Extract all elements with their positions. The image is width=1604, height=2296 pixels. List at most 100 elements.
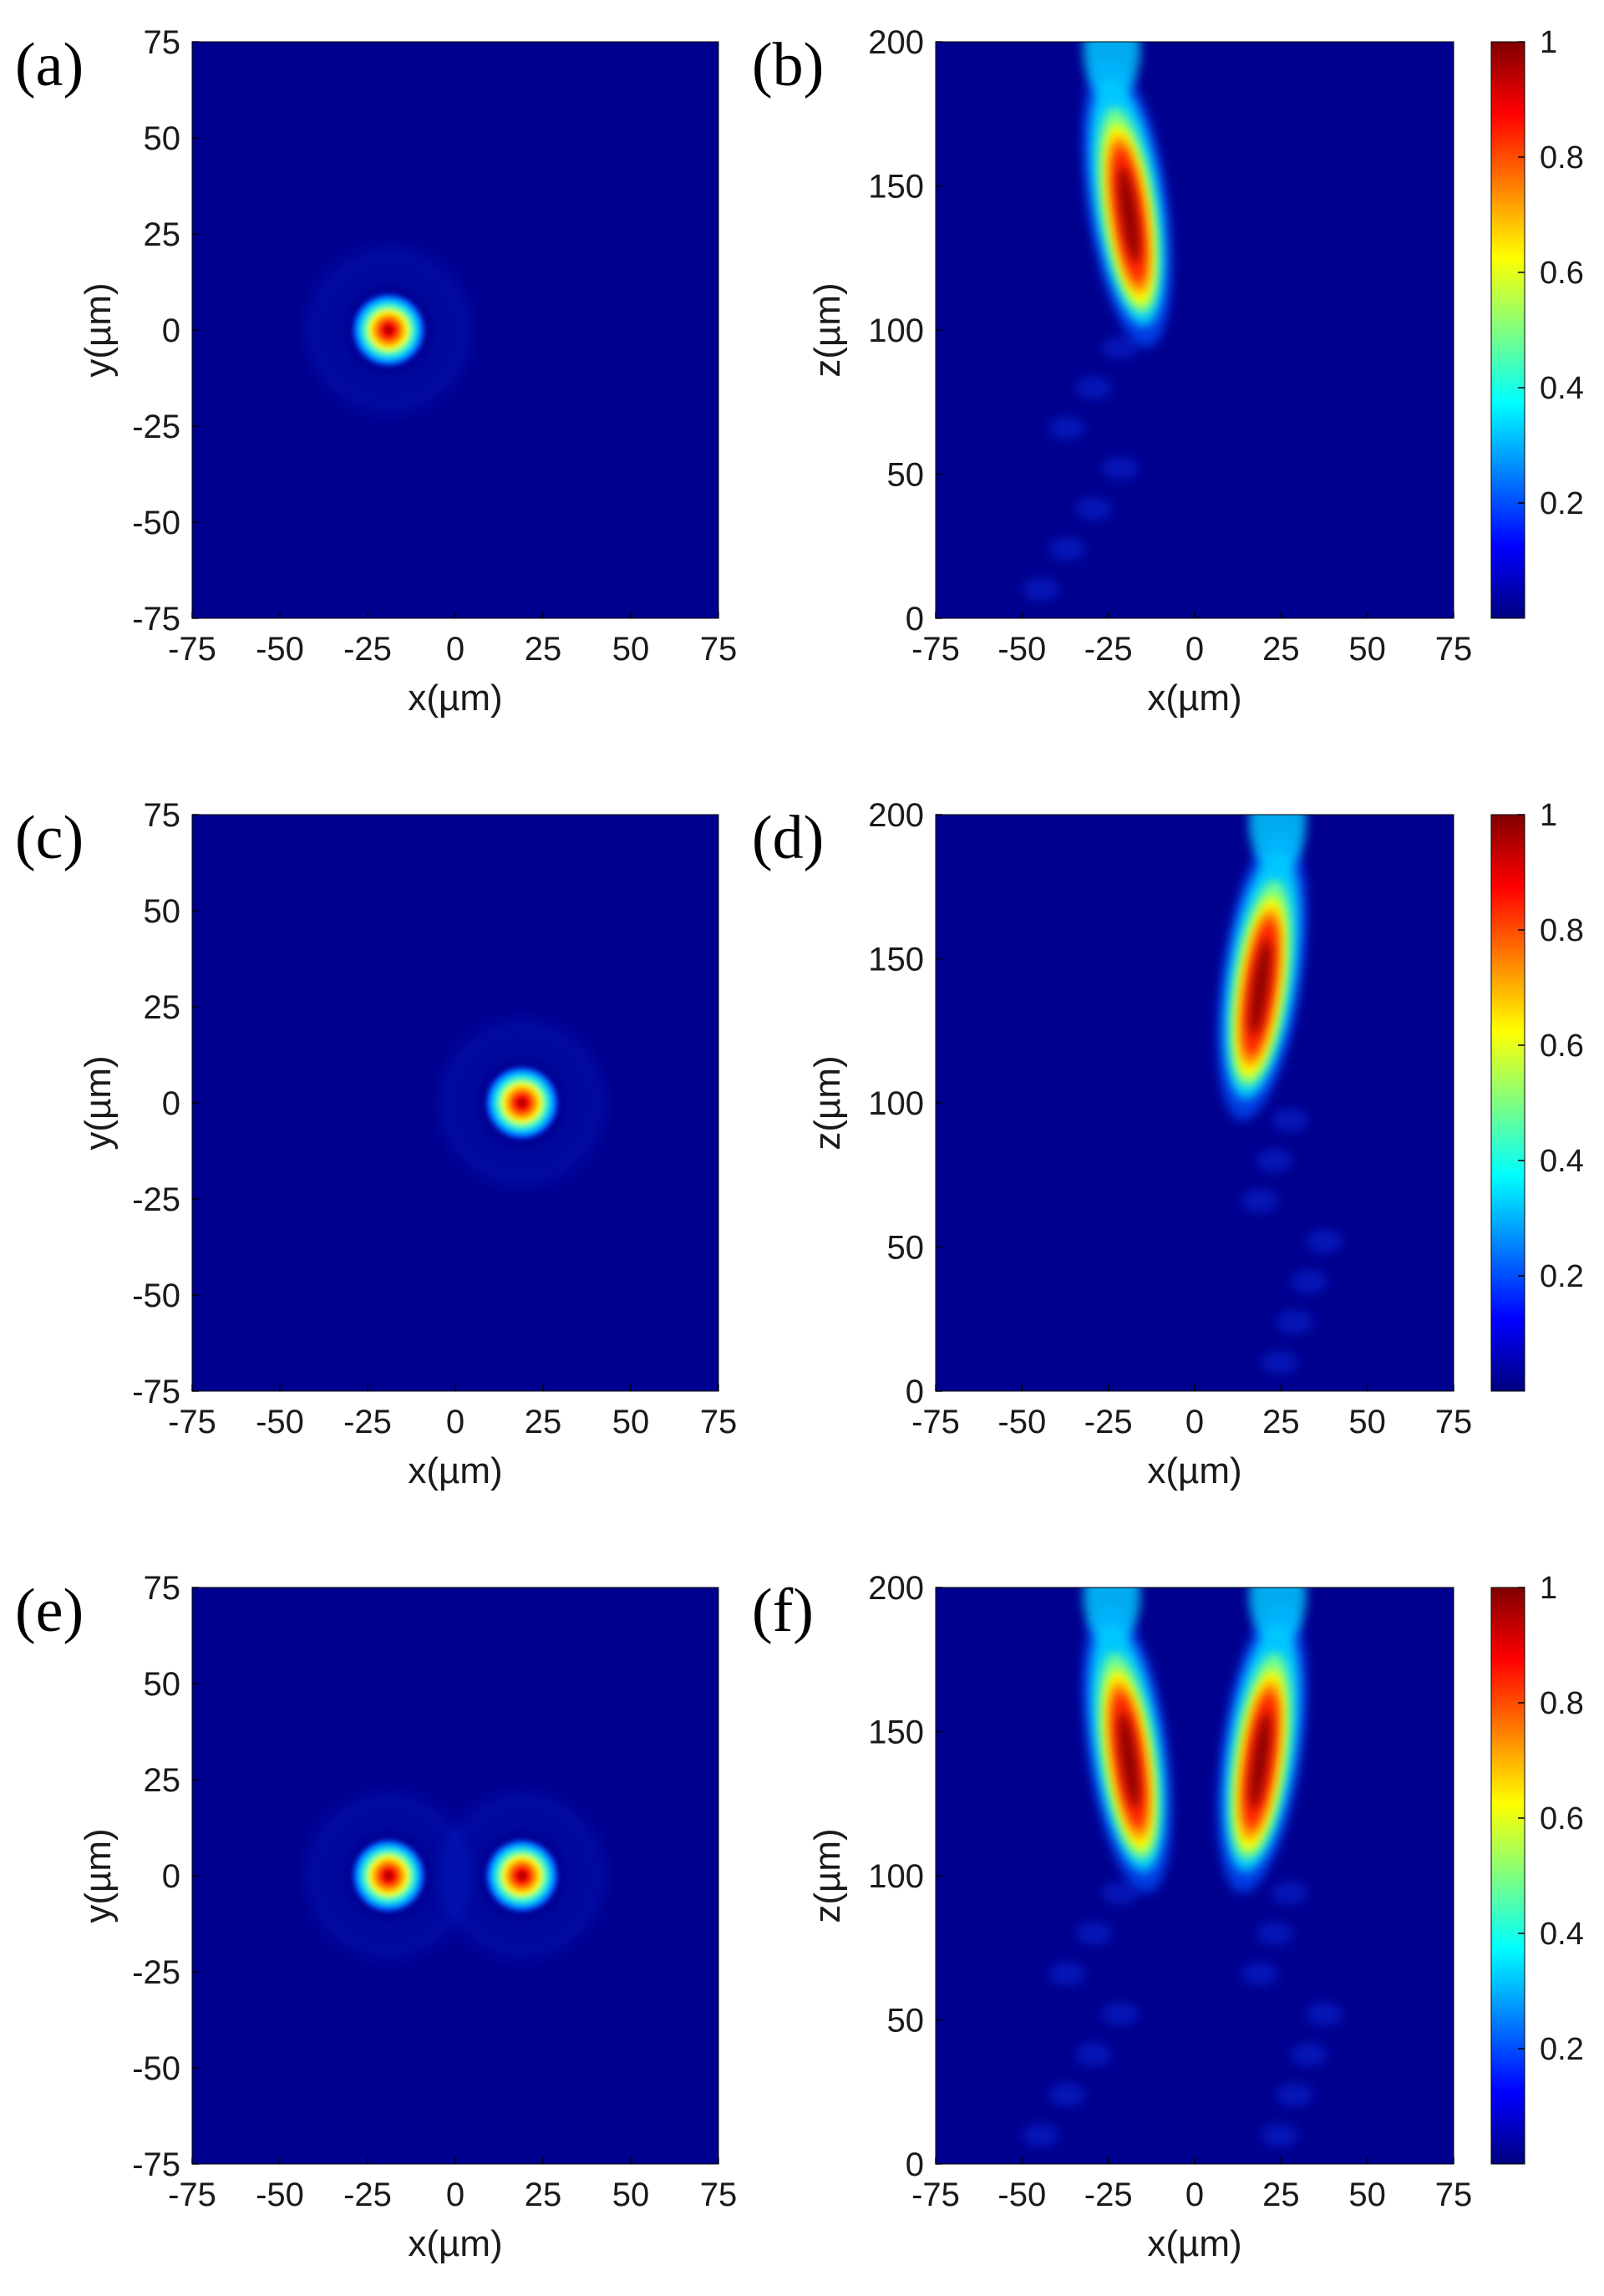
panel-d: -75 -50 -25 0 25 50 75 0 50 100 150 200 x(µm) z(µm) (d…	[752, 797, 1584, 1491]
y-tick-label: -25	[132, 1181, 180, 1218]
colorbar-tick-label: 0.6	[1540, 256, 1584, 291]
x-tick-label: -75	[168, 1404, 216, 1440]
x-tick-label: -25	[1084, 2177, 1133, 2213]
scatter-lobe	[1048, 1962, 1086, 1986]
heatmap-field	[309, 250, 469, 410]
x-tick-label: 50	[1348, 2177, 1386, 2213]
y-tick-label: -75	[132, 1374, 180, 1410]
colorbar-tick-label: 0.8	[1540, 1686, 1584, 1721]
panel-label: (b)	[752, 31, 824, 99]
y-tick-label: 50	[144, 120, 181, 157]
x-tick-label: 50	[612, 1404, 650, 1440]
colorbar-gradient	[1490, 814, 1525, 1392]
colorbar-tick-label: 1	[1540, 798, 1557, 833]
panel-label: (c)	[15, 804, 84, 872]
panel-b: -75 -50 -25 0 25 50 75 0 50 100 150 200 x(µm) z(µm) (b…	[752, 24, 1584, 719]
colorbar: 0.2 0.4 0.6 0.8 1	[1490, 25, 1584, 619]
x-tick-label: 0	[1185, 1404, 1204, 1440]
beam-layer	[1119, 166, 1140, 263]
y-tick-label: 150	[868, 1714, 924, 1751]
x-tick-label: -75	[911, 631, 960, 668]
panel-a: -75 -50 -25 0 25 50 75 -75 -50 -25 0 25 50 75 x(µm) y(µ…	[15, 24, 737, 719]
scatter-lobe	[1022, 577, 1059, 602]
colorbar-tick-label: 0.6	[1540, 1801, 1584, 1836]
spot-ring	[464, 1817, 581, 1934]
heatmap-background	[936, 1587, 1454, 2164]
x-tick-label: 0	[446, 631, 464, 668]
scatter-lobe	[1102, 1881, 1140, 1905]
y-tick-label: -75	[132, 2146, 180, 2183]
beam-exit	[1249, 815, 1307, 873]
scatter-lobe	[1261, 2123, 1298, 2147]
y-tick-label: 75	[144, 24, 181, 61]
y-axis-label: y(µm)	[78, 1055, 119, 1150]
x-tick-label: 0	[1185, 631, 1204, 668]
x-tick-label: -50	[256, 631, 304, 668]
scatter-lobe	[1241, 1189, 1279, 1213]
y-axis-label: z(µm)	[807, 1055, 848, 1150]
y-tick-label: 100	[868, 312, 924, 349]
x-tick-label: 25	[1262, 631, 1300, 668]
colorbar-tick-label: 0.4	[1540, 1917, 1584, 1952]
y-tick-label: 0	[162, 1858, 180, 1895]
x-tick-label: 75	[700, 1404, 738, 1440]
y-tick-label: 200	[868, 797, 924, 834]
scatter-lobe	[1276, 1310, 1313, 1334]
x-tick-label: -25	[343, 2177, 392, 2213]
x-tick-label: -50	[997, 1404, 1046, 1440]
x-axis-label: x(µm)	[1147, 1450, 1241, 1491]
x-tick-label: 50	[612, 2177, 650, 2213]
y-tick-label: 50	[887, 1230, 925, 1267]
x-tick-label: -50	[256, 2177, 304, 2213]
colorbar-tick-label: 0.8	[1540, 140, 1584, 175]
heatmap-background	[192, 42, 718, 618]
scatter-lobe	[1271, 1881, 1308, 1905]
y-tick-label: -75	[132, 601, 180, 637]
scatter-lobe	[1271, 1108, 1308, 1132]
y-tick-label: 75	[144, 797, 181, 834]
colorbar-tick-label: 0.2	[1540, 486, 1584, 521]
scatter-lobe	[1101, 2002, 1139, 2026]
x-tick-label: 50	[1348, 631, 1386, 668]
y-tick-label: 50	[144, 1666, 181, 1703]
y-axis-label: y(µm)	[78, 282, 119, 377]
panel-f: -75 -50 -25 0 25 50 75 0 50 100 150 200 x(µm) z(µm) (f…	[752, 1570, 1584, 2264]
beam-exit	[1249, 1587, 1307, 1646]
scatter-lobe	[1022, 2123, 1059, 2147]
x-tick-label: 75	[700, 2177, 738, 2213]
heatmap-field	[1217, 815, 1343, 1374]
panel-label: (f)	[752, 1577, 814, 1645]
y-tick-label: 75	[144, 1570, 181, 1607]
y-tick-label: 50	[887, 2003, 925, 2039]
beam-layer	[1250, 939, 1271, 1036]
heatmap-background	[192, 1587, 718, 2164]
x-tick-label: 50	[612, 631, 650, 668]
colorbar: 0.2 0.4 0.6 0.8 1	[1490, 798, 1584, 1392]
scatter-lobe	[1291, 2042, 1328, 2066]
spot-halo	[309, 250, 469, 410]
colorbar-tick-label: 1	[1540, 1571, 1557, 1606]
colorbar: 0.2 0.4 0.6 0.8 1	[1490, 1571, 1584, 2165]
y-tick-label: 200	[868, 24, 924, 61]
y-axis-label: z(µm)	[807, 282, 848, 377]
x-tick-label: 75	[1435, 2177, 1473, 2213]
y-tick-label: -25	[132, 1954, 180, 1991]
y-tick-label: 25	[144, 989, 181, 1026]
colorbar-tick-label: 0.6	[1540, 1029, 1584, 1064]
scatter-lobe	[1261, 1350, 1298, 1374]
x-tick-label: -75	[168, 2177, 216, 2213]
y-tick-label: 0	[906, 2146, 924, 2183]
x-axis-label: x(µm)	[408, 2223, 502, 2264]
intensity-spot	[350, 1837, 427, 1914]
x-tick-label: 0	[1185, 2177, 1204, 2213]
x-tick-label: -75	[911, 2177, 960, 2213]
heatmap-background	[936, 815, 1454, 1391]
y-tick-label: 0	[162, 1085, 180, 1122]
colorbar-tick-label: 0.8	[1540, 913, 1584, 948]
heatmap-background	[936, 42, 1454, 618]
x-tick-label: -75	[911, 1404, 960, 1440]
x-tick-label: 0	[446, 1404, 464, 1440]
scatter-lobe	[1276, 2083, 1313, 2107]
spot-halo	[442, 1023, 602, 1183]
x-axis-label: x(µm)	[408, 1450, 502, 1491]
